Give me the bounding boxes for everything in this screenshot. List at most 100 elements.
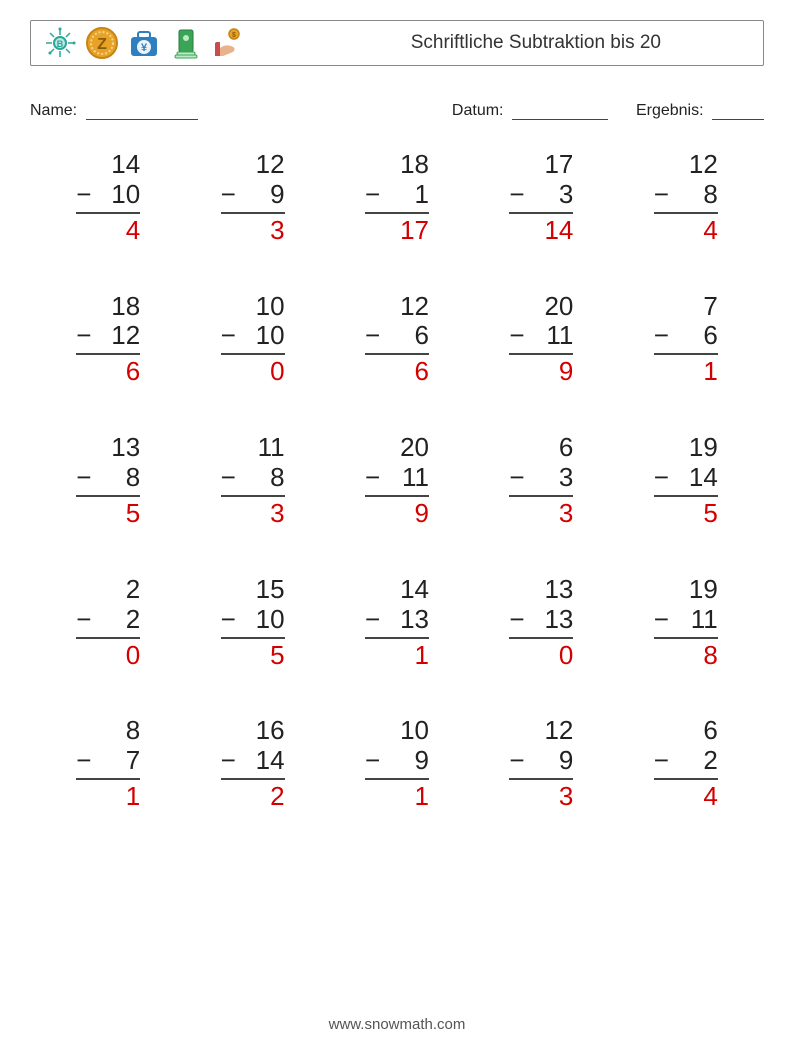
subtrahend: 3: [527, 463, 573, 493]
answer: 0: [221, 355, 285, 389]
minus-sign: −: [76, 463, 94, 493]
answer: 9: [365, 497, 429, 531]
minus-sign: −: [654, 746, 672, 776]
problem: 6−33: [469, 433, 613, 531]
subtrahend-row: −3: [509, 463, 573, 497]
topbar-icons: B Z: [43, 26, 245, 60]
subtrahend-row: −10: [221, 321, 285, 355]
problem: 15−105: [180, 575, 324, 673]
subtrahend-row: −10: [76, 180, 140, 214]
answer: 0: [76, 639, 140, 673]
svg-text:B: B: [57, 39, 64, 49]
subtrahend: 9: [527, 746, 573, 776]
subtrahend-row: −8: [654, 180, 718, 214]
subtrahend-row: −12: [76, 321, 140, 355]
problem: 6−24: [614, 716, 758, 814]
svg-text:$: $: [232, 32, 236, 39]
answer: 0: [509, 639, 573, 673]
problem-stack: 18−117: [365, 150, 429, 248]
subtrahend: 14: [239, 746, 285, 776]
minuend: 2: [76, 575, 140, 605]
minuend: 14: [365, 575, 429, 605]
answer: 3: [509, 497, 573, 531]
date-label: Datum:: [452, 102, 504, 119]
subtrahend-row: −9: [221, 180, 285, 214]
problem: 12−93: [469, 716, 613, 814]
minus-sign: −: [654, 605, 672, 635]
answer: 1: [365, 639, 429, 673]
topbar: B Z: [30, 20, 764, 66]
minuend: 12: [654, 150, 718, 180]
minuend: 20: [509, 292, 573, 322]
problem-stack: 10−91: [365, 716, 429, 814]
subtrahend: 11: [383, 463, 429, 493]
problem: 18−126: [36, 292, 180, 390]
problem: 18−117: [325, 150, 469, 248]
minus-sign: −: [76, 746, 94, 776]
problem-stack: 17−314: [509, 150, 573, 248]
minuend: 12: [509, 716, 573, 746]
problem: 12−93: [180, 150, 324, 248]
minuend: 12: [365, 292, 429, 322]
cash-stack-icon: [169, 26, 203, 60]
minuend: 7: [654, 292, 718, 322]
minus-sign: −: [509, 180, 527, 210]
answer: 1: [654, 355, 718, 389]
problem-stack: 19−118: [654, 575, 718, 673]
problem-stack: 13−85: [76, 433, 140, 531]
date-blank[interactable]: [512, 119, 608, 120]
subtrahend-row: −11: [365, 463, 429, 497]
problem-stack: 15−105: [221, 575, 285, 673]
problem: 13−130: [469, 575, 613, 673]
problem-stack: 12−93: [509, 716, 573, 814]
subtrahend-row: −7: [76, 746, 140, 780]
result-blank[interactable]: [712, 119, 764, 120]
problem-stack: 12−84: [654, 150, 718, 248]
subtrahend-row: −9: [365, 746, 429, 780]
svg-text:¥: ¥: [141, 42, 148, 54]
minuend: 10: [365, 716, 429, 746]
problem: 10−91: [325, 716, 469, 814]
problem-stack: 16−142: [221, 716, 285, 814]
problem-stack: 18−126: [76, 292, 140, 390]
problem: 14−104: [36, 150, 180, 248]
answer: 9: [509, 355, 573, 389]
problem: 7−61: [614, 292, 758, 390]
name-blank[interactable]: [86, 119, 198, 120]
problem-stack: 19−145: [654, 433, 718, 531]
answer: 1: [76, 780, 140, 814]
subtrahend: 9: [239, 180, 285, 210]
answer: 5: [654, 497, 718, 531]
minuend: 11: [221, 433, 285, 463]
minuend: 10: [221, 292, 285, 322]
minus-sign: −: [365, 321, 383, 351]
subtrahend: 8: [239, 463, 285, 493]
subtrahend: 10: [239, 605, 285, 635]
subtrahend: 2: [672, 746, 718, 776]
footer-url: www.snowmath.com: [0, 1016, 794, 1033]
subtrahend: 2: [94, 605, 140, 635]
problem: 11−83: [180, 433, 324, 531]
minuend: 14: [76, 150, 140, 180]
minus-sign: −: [365, 180, 383, 210]
minus-sign: −: [365, 605, 383, 635]
crypto-coin-icon: B: [43, 26, 77, 60]
problem: 20−119: [325, 433, 469, 531]
subtrahend-row: −3: [509, 180, 573, 214]
problem: 19−118: [614, 575, 758, 673]
minus-sign: −: [76, 321, 94, 351]
subtrahend: 8: [672, 180, 718, 210]
info-fields: Name: Datum: Ergebnis:: [30, 102, 764, 120]
minus-sign: −: [509, 605, 527, 635]
minuend: 8: [76, 716, 140, 746]
minuend: 18: [76, 292, 140, 322]
minuend: 13: [76, 433, 140, 463]
problem: 12−66: [325, 292, 469, 390]
problem-stack: 12−93: [221, 150, 285, 248]
problem-stack: 20−119: [509, 292, 573, 390]
subtrahend-row: −13: [509, 605, 573, 639]
result-label: Ergebnis:: [636, 102, 704, 119]
hand-coin-icon: $: [211, 26, 245, 60]
problem: 8−71: [36, 716, 180, 814]
subtrahend-row: −13: [365, 605, 429, 639]
